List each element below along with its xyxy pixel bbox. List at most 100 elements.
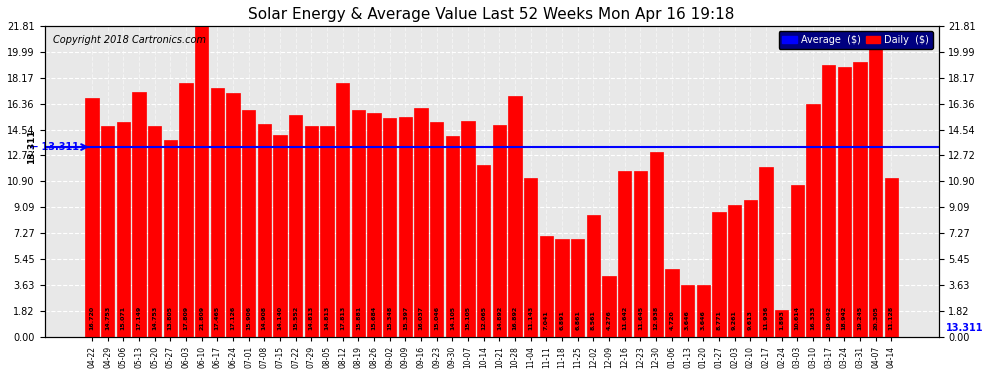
Bar (117, 122, 130, 337)
Bar (101, 126, 114, 337)
Bar (509, 96, 522, 337)
Bar (869, 47, 882, 337)
Text: ← 13.311: ← 13.311 (31, 142, 79, 152)
Text: 9.613: 9.613 (747, 310, 752, 330)
Bar (415, 108, 428, 337)
Bar (587, 215, 600, 337)
Text: 15.348: 15.348 (387, 305, 392, 330)
Bar (321, 126, 334, 337)
Text: 11.143: 11.143 (529, 305, 534, 330)
Text: 12.065: 12.065 (481, 306, 486, 330)
Text: 3.646: 3.646 (701, 310, 706, 330)
Bar (634, 171, 647, 337)
Text: 16.720: 16.720 (89, 306, 94, 330)
Bar (477, 165, 490, 337)
Bar (211, 88, 224, 337)
Text: 15.071: 15.071 (121, 306, 126, 330)
Text: 14.892: 14.892 (497, 305, 502, 330)
Bar (493, 124, 506, 337)
Bar (227, 93, 240, 337)
Bar (163, 140, 177, 337)
Text: 14.753: 14.753 (105, 305, 110, 330)
Text: Copyright 2018 Cartronics.com: Copyright 2018 Cartronics.com (53, 35, 207, 45)
Bar (791, 186, 804, 337)
Text: 11.642: 11.642 (623, 305, 628, 330)
Text: 13.805: 13.805 (167, 306, 172, 330)
Text: 17.813: 17.813 (341, 305, 346, 330)
Text: 15.105: 15.105 (465, 306, 470, 330)
Bar (383, 118, 396, 337)
Bar (853, 63, 866, 337)
Bar (446, 136, 459, 337)
Text: 13.311: 13.311 (27, 130, 36, 164)
Text: 17.465: 17.465 (215, 305, 220, 330)
Bar (273, 135, 287, 337)
Text: 15.397: 15.397 (403, 305, 408, 330)
Text: 4.276: 4.276 (607, 310, 612, 330)
Bar (555, 238, 569, 337)
Text: 7.041: 7.041 (544, 310, 548, 330)
Text: 14.813: 14.813 (309, 305, 314, 330)
Bar (697, 285, 710, 337)
Title: Solar Energy & Average Value Last 52 Weeks Mon Apr 16 19:18: Solar Energy & Average Value Last 52 Wee… (248, 7, 735, 22)
Bar (289, 115, 302, 337)
Text: 14.105: 14.105 (449, 306, 454, 330)
Text: 14.140: 14.140 (277, 306, 282, 330)
Text: 19.245: 19.245 (857, 305, 862, 330)
Text: 15.906: 15.906 (247, 306, 251, 330)
Bar (838, 67, 851, 337)
Bar (351, 110, 365, 337)
Bar (743, 200, 757, 337)
Bar (399, 117, 412, 337)
Bar (540, 236, 553, 337)
Text: 21.809: 21.809 (199, 306, 204, 330)
Text: 1.893: 1.893 (779, 310, 784, 330)
Text: 4.720: 4.720 (669, 310, 674, 330)
Text: 10.614: 10.614 (795, 306, 800, 330)
Text: 11.936: 11.936 (763, 305, 768, 330)
Bar (712, 212, 726, 337)
Bar (430, 122, 444, 337)
Text: 3.646: 3.646 (685, 310, 690, 330)
Bar (195, 26, 208, 337)
Bar (775, 310, 788, 337)
Text: 6.891: 6.891 (559, 310, 564, 330)
Bar (336, 83, 349, 337)
Text: 17.126: 17.126 (231, 305, 236, 330)
Text: 8.771: 8.771 (717, 310, 722, 330)
Text: 12.938: 12.938 (653, 305, 658, 330)
Bar (571, 239, 584, 337)
Legend: Average  ($), Daily  ($): Average ($), Daily ($) (778, 31, 933, 49)
Text: 15.684: 15.684 (371, 305, 376, 330)
Text: 17.149: 17.149 (137, 305, 142, 330)
Bar (806, 104, 820, 337)
Bar (367, 113, 381, 337)
Text: 15.552: 15.552 (293, 305, 298, 330)
Bar (133, 92, 146, 337)
Text: 16.037: 16.037 (419, 306, 424, 330)
Bar (148, 126, 161, 337)
Bar (822, 65, 836, 337)
Text: 13.311: 13.311 (945, 323, 983, 333)
Text: 15.881: 15.881 (355, 305, 360, 330)
Text: 16.892: 16.892 (513, 305, 518, 330)
Bar (681, 285, 694, 337)
Bar (179, 83, 193, 337)
Text: 16.333: 16.333 (811, 305, 816, 330)
Text: 14.753: 14.753 (152, 305, 157, 330)
Text: 18.942: 18.942 (842, 305, 846, 330)
Text: 19.042: 19.042 (826, 306, 832, 330)
Bar (305, 126, 318, 337)
Text: 14.813: 14.813 (325, 305, 330, 330)
Bar (85, 99, 99, 337)
Bar (885, 178, 898, 337)
Text: 9.261: 9.261 (732, 310, 737, 330)
Text: 14.908: 14.908 (261, 306, 266, 330)
Text: 17.809: 17.809 (183, 306, 188, 330)
Text: 6.861: 6.861 (575, 310, 580, 330)
Text: 15.046: 15.046 (435, 306, 440, 330)
Bar (461, 122, 475, 337)
Text: 11.645: 11.645 (638, 305, 643, 330)
Bar (728, 205, 742, 337)
Bar (524, 178, 538, 337)
